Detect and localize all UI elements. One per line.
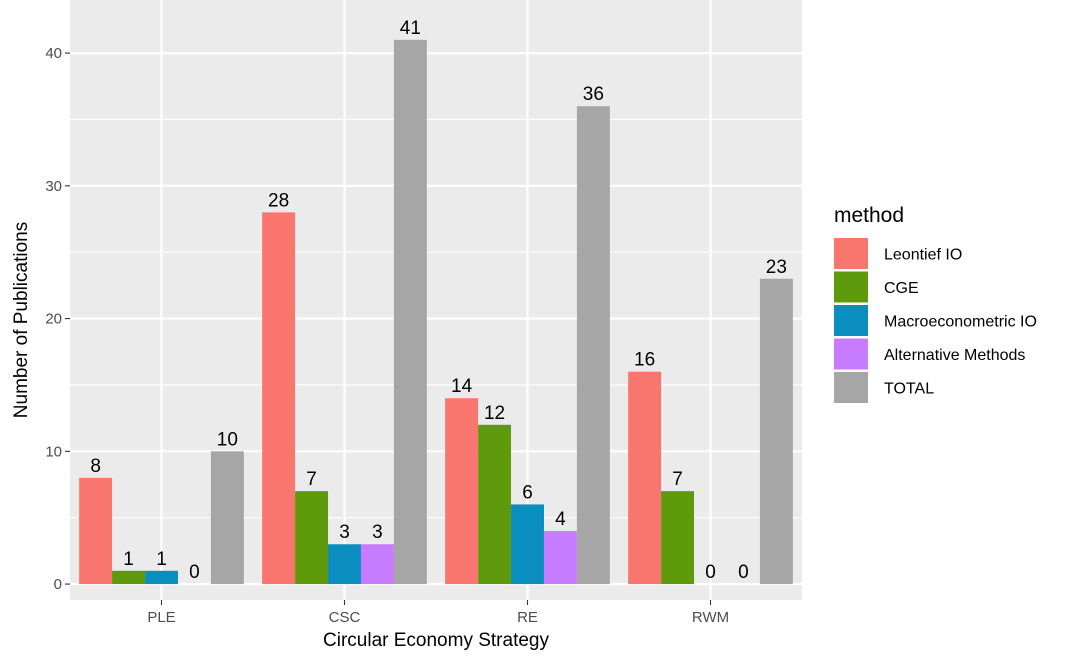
bar-csc-total (393, 39, 427, 585)
x-axis: PLE CSC RE RWM (147, 600, 729, 626)
x-tick-label: PLE (147, 609, 175, 626)
bar-re-macroeconometric-io (511, 504, 544, 585)
x-tick-label: RE (517, 609, 538, 626)
legend: method Leontief IO CGE Macroeconometric IO… (834, 204, 1037, 403)
data-label: 4 (555, 509, 566, 530)
data-label: 41 (400, 18, 421, 39)
data-label: 12 (484, 403, 505, 424)
data-label: 23 (766, 257, 787, 278)
legend-label: Alternative Methods (884, 347, 1025, 364)
x-tick-label: RWM (692, 609, 729, 626)
bar-ple-total (210, 451, 244, 585)
bar-re-cge (478, 424, 512, 585)
legend-key-alternative-methods (834, 338, 868, 370)
y-axis-title: Number of Publications (11, 222, 32, 418)
data-label: 36 (583, 84, 604, 105)
bar-csc-macroeconometric-io (328, 544, 361, 585)
data-label: 0 (189, 562, 200, 583)
legend-label: Macroeconometric IO (884, 314, 1037, 331)
legend-title: method (834, 204, 904, 227)
bar-rwm-cge (661, 491, 695, 585)
data-label: 1 (156, 549, 167, 570)
legend-key-macroeconometric-io (834, 305, 868, 336)
data-label: 16 (634, 350, 655, 371)
y-axis: 0 10 20 30 40 (45, 45, 70, 593)
bar-rwm-total (759, 278, 793, 585)
data-label: 3 (339, 522, 350, 543)
bars (79, 39, 793, 585)
data-label: 14 (451, 376, 473, 397)
bar-csc-leontief-io (262, 212, 296, 585)
bar-csc-cge (295, 491, 329, 585)
data-label: 1 (123, 549, 134, 570)
major-gridlines (70, 0, 802, 600)
legend-label: TOTAL (884, 381, 934, 398)
legend-key-leontief-io (834, 238, 868, 269)
legend-key-cge (834, 271, 868, 303)
bar-csc-alternative-methods (360, 544, 394, 585)
data-label: 6 (522, 482, 533, 503)
data-label: 7 (672, 469, 683, 490)
y-tick-label: 40 (45, 45, 62, 62)
data-label: 10 (217, 429, 238, 450)
data-label: 7 (306, 469, 317, 490)
data-label: 3 (372, 522, 383, 543)
y-tick-label: 10 (45, 443, 62, 460)
bar-ple-macroeconometric-io (145, 570, 178, 585)
bar-re-leontief-io (445, 398, 479, 585)
data-label: 8 (90, 456, 101, 477)
bar-ple-leontief-io (79, 477, 113, 585)
data-label: 0 (705, 562, 716, 583)
x-tick-label: CSC (329, 609, 361, 626)
bar-ple-cge (112, 570, 146, 585)
legend-label: CGE (884, 280, 919, 297)
y-tick-label: 20 (45, 311, 62, 328)
y-tick-label: 30 (45, 178, 62, 195)
bar-re-total (576, 106, 610, 585)
bar-rwm-leontief-io (628, 371, 662, 585)
y-tick-label: 0 (54, 576, 62, 593)
legend-label: Leontief IO (884, 247, 962, 264)
data-label: 0 (738, 562, 749, 583)
legend-key-total (834, 372, 868, 403)
data-label: 28 (268, 190, 289, 211)
bar-re-alternative-methods (543, 530, 577, 585)
x-axis-title: Circular Economy Strategy (323, 630, 549, 651)
